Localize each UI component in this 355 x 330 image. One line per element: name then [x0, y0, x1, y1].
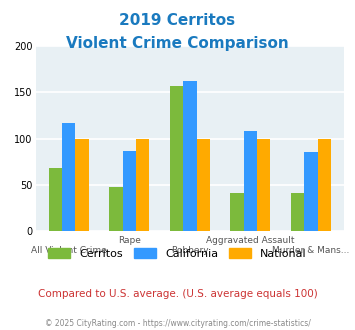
- Bar: [49, 168, 62, 231]
- Text: Violent Crime Comparison: Violent Crime Comparison: [66, 36, 289, 51]
- Legend: Cerritos, California, National: Cerritos, California, National: [44, 244, 311, 263]
- Bar: [291, 193, 304, 231]
- Bar: [197, 139, 210, 231]
- Bar: [244, 131, 257, 231]
- Bar: [230, 193, 244, 231]
- Bar: [136, 139, 149, 231]
- Bar: [123, 150, 136, 231]
- Text: 2019 Cerritos: 2019 Cerritos: [119, 13, 236, 28]
- Bar: [257, 139, 271, 231]
- Bar: [62, 123, 76, 231]
- Text: Robbery: Robbery: [171, 246, 209, 255]
- Bar: [170, 86, 183, 231]
- Text: Compared to U.S. average. (U.S. average equals 100): Compared to U.S. average. (U.S. average …: [38, 289, 317, 299]
- Bar: [109, 187, 123, 231]
- Bar: [183, 81, 197, 231]
- Text: Murder & Mans...: Murder & Mans...: [272, 246, 350, 255]
- Text: All Violent Crime: All Violent Crime: [31, 246, 107, 255]
- Text: Rape: Rape: [118, 236, 141, 245]
- Text: © 2025 CityRating.com - https://www.cityrating.com/crime-statistics/: © 2025 CityRating.com - https://www.city…: [45, 319, 310, 328]
- Bar: [304, 151, 318, 231]
- Bar: [318, 139, 331, 231]
- Text: Aggravated Assault: Aggravated Assault: [206, 236, 295, 245]
- Bar: [76, 139, 89, 231]
